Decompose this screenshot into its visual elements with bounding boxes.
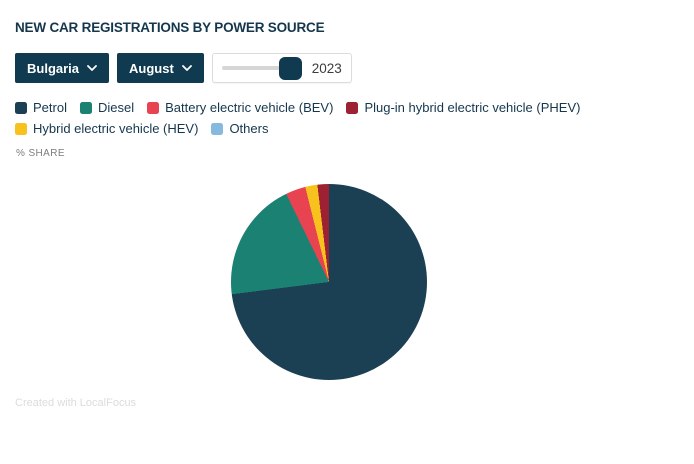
page-title: NEW CAR REGISTRATIONS BY POWER SOURCE bbox=[15, 20, 325, 35]
year-slider-value: 2023 bbox=[311, 60, 342, 76]
legend-item: Battery electric vehicle (BEV) bbox=[147, 101, 333, 115]
legend-item-label: Battery electric vehicle (BEV) bbox=[165, 100, 334, 115]
legend-swatch bbox=[147, 102, 160, 114]
legend-swatch bbox=[211, 123, 224, 135]
legend-item: Hybrid electric vehicle (HEV) bbox=[15, 122, 198, 136]
year-slider-track[interactable] bbox=[221, 56, 302, 80]
controls-bar: Bulgaria August 2023 bbox=[15, 53, 352, 83]
legend-swatch bbox=[79, 102, 92, 114]
legend-item: Diesel bbox=[79, 100, 135, 115]
legend: Petrol Diesel Battery electric vehicle (BE… bbox=[15, 101, 615, 136]
month-dropdown-value: August bbox=[129, 60, 174, 76]
pie-chart[interactable] bbox=[231, 184, 427, 380]
legend-item: Plug-in hybrid electric vehicle (PHEV) bbox=[346, 101, 580, 115]
slider-track-line bbox=[221, 66, 302, 70]
chevron-down-icon bbox=[87, 64, 97, 72]
year-slider: 2023 bbox=[211, 53, 352, 83]
legend-item-label: Petrol bbox=[33, 100, 67, 115]
legend-swatch bbox=[15, 102, 27, 114]
country-dropdown[interactable]: Bulgaria bbox=[15, 53, 110, 83]
legend-item-label: Others bbox=[229, 121, 269, 136]
credit-text: Created with LocalFocus bbox=[15, 397, 137, 409]
unit-label: % SHARE bbox=[16, 148, 65, 159]
legend-item-label: Hybrid electric vehicle (HEV) bbox=[33, 121, 199, 136]
legend-item-label: Diesel bbox=[97, 100, 135, 115]
country-dropdown-value: Bulgaria bbox=[27, 60, 80, 76]
legend-swatch bbox=[15, 123, 27, 135]
legend-item: Others bbox=[211, 122, 268, 136]
year-slider-handle[interactable] bbox=[278, 56, 302, 80]
legend-item: Petrol bbox=[15, 101, 67, 115]
legend-item-label: Plug-in hybrid electric vehicle (PHEV) bbox=[364, 100, 581, 115]
month-dropdown[interactable]: August bbox=[117, 53, 204, 83]
chevron-down-icon bbox=[181, 64, 192, 72]
legend-swatch bbox=[346, 102, 359, 114]
